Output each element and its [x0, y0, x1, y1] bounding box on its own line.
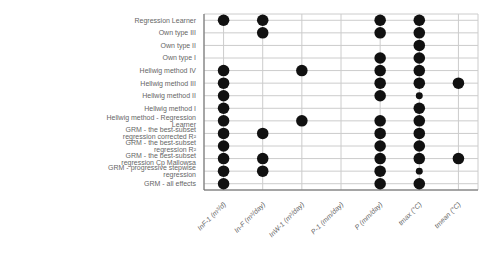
svg-text:Hellwig method III: Hellwig method III — [140, 80, 196, 88]
svg-text:InF-1 (m³/d): InF-1 (m³/d) — [196, 201, 228, 233]
svg-text:GRM - the best-subsetregressio: GRM - the best-subsetregression Cp Mallo… — [121, 152, 196, 167]
svg-text:Own type III: Own type III — [159, 29, 196, 37]
svg-text:GRM - all effects: GRM - all effects — [144, 180, 196, 187]
svg-text:P-1 (mm/day): P-1 (mm/day) — [310, 201, 346, 237]
svg-text:Hellwig method - RegressionLea: Hellwig method - RegressionLearner — [107, 114, 197, 128]
svg-text:Regression Learner: Regression Learner — [135, 17, 197, 25]
svg-text:Own type II: Own type II — [161, 42, 196, 50]
svg-text:GRM - the best-subsetregressio: GRM - the best-subsetregression correcte… — [123, 126, 197, 141]
svg-text:tmax (°C): tmax (°C) — [397, 201, 424, 228]
svg-text:Hellwig method I: Hellwig method I — [144, 105, 196, 113]
svg-text:GRM - the best-subsetregressio: GRM - the best-subsetregression R² — [126, 139, 197, 154]
svg-text:Hellwig method IV: Hellwig method IV — [140, 67, 197, 75]
svg-text:Own type I: Own type I — [163, 54, 197, 62]
svg-text:In-F (m³/day): In-F (m³/day) — [233, 201, 267, 235]
svg-text:GRM - progressive stepwiseregr: GRM - progressive stepwiseregression — [108, 164, 196, 179]
svg-text:Hellwig method II: Hellwig method II — [142, 92, 196, 100]
svg-text:P (mm/day): P (mm/day) — [353, 201, 384, 232]
svg-text:InW-1 (m³/day): InW-1 (m³/day) — [268, 201, 307, 240]
svg-text:tmean (°C): tmean (°C) — [433, 201, 463, 231]
